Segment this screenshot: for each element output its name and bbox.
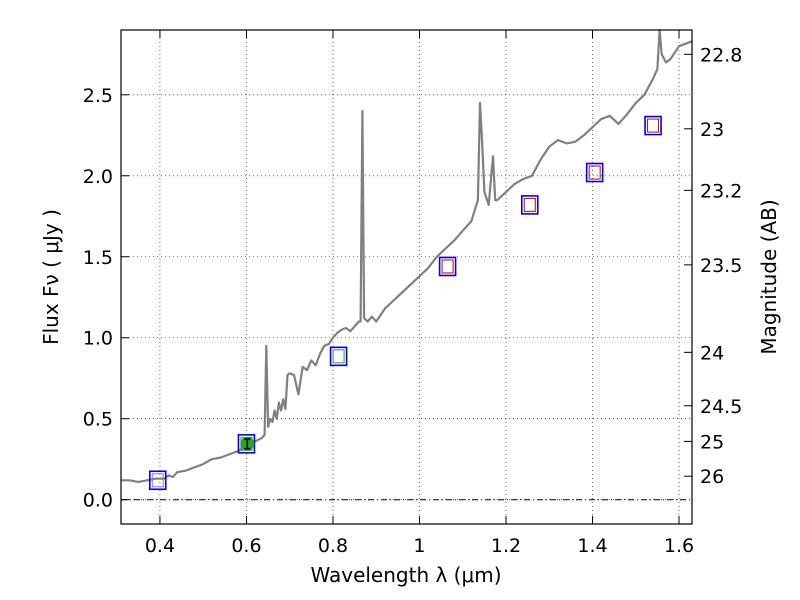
x-tick-label-6: 1.6 — [664, 535, 694, 557]
x-tick-label-0: 0.4 — [145, 535, 175, 557]
mag-tick-label-2: 23.2 — [700, 180, 742, 202]
mag-tick-label-4: 24 — [700, 342, 724, 364]
y-tick-label-0: 0.0 — [83, 490, 113, 512]
mag-tick-label-0: 22.8 — [700, 44, 742, 66]
x-tick-label-5: 1.4 — [577, 535, 607, 557]
y-tick-label-5: 2.5 — [83, 85, 113, 107]
x-axis-label: Wavelength λ (μm) — [310, 563, 501, 587]
photometry-box-1 — [237, 434, 256, 454]
x-tick-label-3: 1 — [413, 535, 425, 557]
y-tick-label-1: 0.5 — [83, 409, 113, 431]
x-tick-label-4: 1.2 — [491, 535, 521, 557]
y-axis-label: Flux Fν ( μJy ) — [39, 209, 63, 345]
y-axis-label-right: Magnitude (AB) — [757, 199, 781, 354]
model-flux-box-5 — [588, 165, 601, 180]
model-flux-box-4 — [523, 197, 536, 212]
photometry-box-3 — [438, 256, 457, 277]
mag-tick-label-3: 23.5 — [700, 255, 742, 277]
photometry-box-0 — [148, 470, 167, 491]
y-tick-label-4: 2.0 — [83, 166, 113, 188]
model-flux-box-3 — [441, 259, 454, 274]
model-flux-box-2 — [332, 349, 345, 364]
photometry-box-6 — [644, 115, 662, 136]
plot-background — [121, 30, 692, 524]
mag-tick-label-7: 26 — [700, 466, 724, 488]
x-tick-label-1: 0.6 — [231, 535, 261, 557]
y-tick-label-3: 1.5 — [83, 247, 113, 269]
y-tick-label-2: 1.0 — [83, 328, 113, 350]
photometry-box-5 — [585, 162, 604, 183]
photometry-box-4 — [520, 195, 539, 215]
ticks: 0.4 0.6 0.8 1 1.2 1.4 1.6 0.0 0.5 1.0 1.5 2.0 2.5 22.… — [83, 30, 742, 557]
mag-tick-label-6: 25 — [700, 431, 724, 453]
plot-frame — [120, 29, 693, 525]
mag-tick-label-1: 23 — [700, 119, 724, 141]
model-flux-box-6 — [647, 118, 660, 133]
mag-tick-label-5: 24.5 — [700, 396, 742, 418]
photometry-box-2 — [329, 346, 348, 367]
photometry-layer — [148, 115, 662, 491]
model-flux-box-0 — [151, 473, 164, 488]
x-tick-label-2: 0.8 — [318, 535, 348, 557]
